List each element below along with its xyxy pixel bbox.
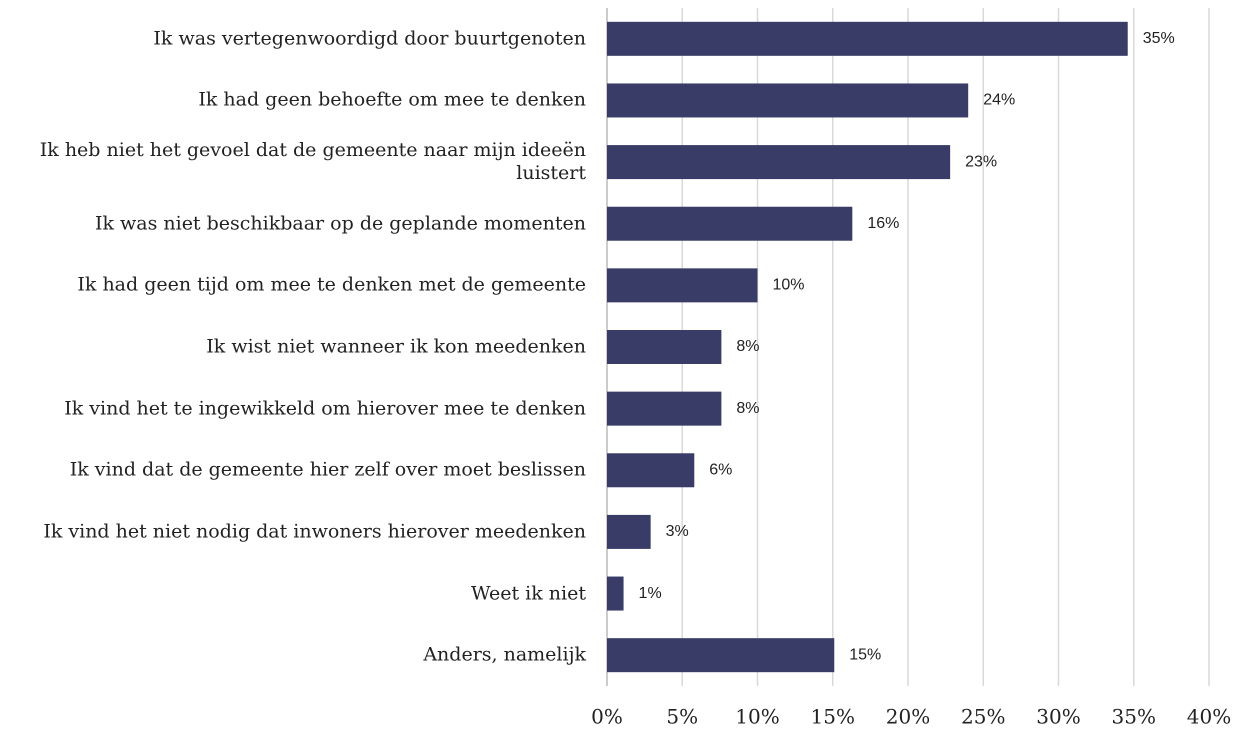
category-label: Ik vind het te ingewikkeld om hierover m… [64, 397, 586, 420]
bar [607, 330, 722, 364]
value-label: 3% [666, 523, 689, 540]
x-tick-label: 40% [1187, 705, 1231, 729]
bar [607, 21, 1128, 56]
category-label: Ik was vertegenwoordigd door buurtgenote… [153, 27, 586, 50]
bar [607, 576, 624, 611]
bar [607, 145, 951, 180]
x-tick-label: 5% [666, 705, 698, 729]
category-label: Ik was niet beschikbaar op de geplande m… [94, 212, 586, 235]
category-label: Anders, namelijk [423, 643, 586, 666]
x-tick-label: 30% [1036, 705, 1080, 729]
bar [607, 638, 835, 673]
category-label: Ik had geen behoefte om mee te denken [198, 88, 586, 111]
value-label: 6% [709, 461, 732, 478]
value-label: 10% [773, 277, 805, 294]
bar [607, 514, 651, 549]
value-label: 15% [849, 646, 881, 663]
bar [607, 453, 695, 488]
value-label: 1% [639, 585, 662, 602]
bar [607, 268, 758, 303]
bar [607, 83, 969, 118]
value-label: 35% [1143, 30, 1175, 47]
x-tick-label: 10% [735, 705, 779, 729]
value-label: 16% [867, 215, 899, 232]
category-label: Ik heb niet het gevoel dat de gemeente n… [39, 139, 586, 185]
x-tick-label: 25% [961, 705, 1005, 729]
value-label: 8% [736, 400, 759, 417]
value-label: 24% [983, 92, 1015, 109]
x-tick-label: 0% [591, 705, 623, 729]
category-label: Ik had geen tijd om mee te denken met de… [77, 273, 586, 296]
value-label: 8% [736, 338, 759, 355]
category-label: Ik vind het niet nodig dat inwoners hier… [43, 520, 586, 543]
x-tick-label: 35% [1112, 705, 1156, 729]
bar [607, 391, 722, 426]
value-label: 23% [965, 153, 997, 170]
bar [607, 206, 853, 241]
category-label: Ik wist niet wanneer ik kon meedenken [206, 335, 586, 358]
x-tick-label: 15% [811, 705, 855, 729]
category-label: Weet ik niet [471, 582, 586, 605]
x-tick-label: 20% [886, 705, 930, 729]
category-label: Ik vind dat de gemeente hier zelf over m… [69, 458, 586, 481]
